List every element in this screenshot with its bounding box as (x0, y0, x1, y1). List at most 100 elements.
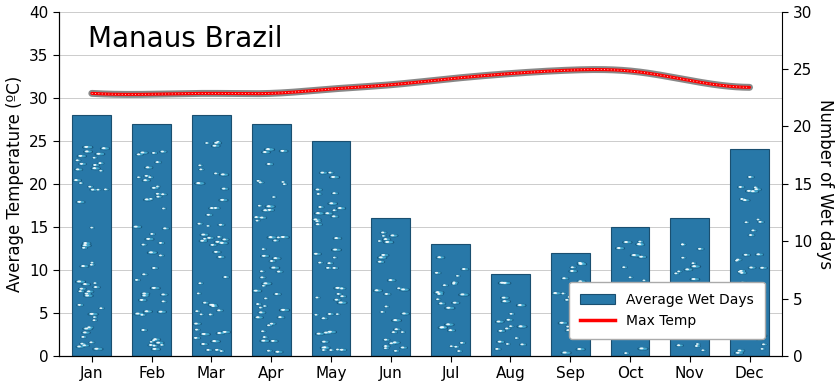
Ellipse shape (434, 272, 441, 274)
Ellipse shape (209, 207, 217, 209)
Ellipse shape (223, 239, 228, 240)
Ellipse shape (144, 199, 151, 200)
Ellipse shape (736, 352, 743, 354)
Ellipse shape (339, 288, 345, 289)
Ellipse shape (161, 301, 166, 302)
Ellipse shape (159, 243, 165, 244)
Ellipse shape (518, 326, 526, 327)
Ellipse shape (199, 169, 204, 170)
Ellipse shape (749, 235, 754, 236)
Ellipse shape (745, 222, 748, 223)
Ellipse shape (260, 340, 270, 342)
Ellipse shape (500, 282, 507, 284)
Ellipse shape (515, 338, 519, 339)
Ellipse shape (156, 196, 161, 197)
Ellipse shape (219, 242, 227, 244)
Ellipse shape (438, 303, 445, 305)
Ellipse shape (267, 209, 273, 211)
Ellipse shape (509, 326, 513, 327)
Ellipse shape (141, 293, 150, 295)
Ellipse shape (733, 337, 743, 339)
Ellipse shape (201, 234, 207, 235)
Ellipse shape (83, 146, 92, 148)
Ellipse shape (214, 173, 218, 174)
Ellipse shape (439, 327, 446, 328)
Ellipse shape (198, 165, 202, 166)
Ellipse shape (738, 271, 745, 272)
Ellipse shape (152, 152, 156, 154)
Ellipse shape (520, 344, 526, 345)
Ellipse shape (331, 216, 339, 217)
Ellipse shape (740, 199, 745, 200)
Ellipse shape (737, 350, 744, 351)
Ellipse shape (624, 353, 629, 354)
Ellipse shape (272, 267, 275, 268)
Ellipse shape (219, 199, 228, 201)
Ellipse shape (612, 329, 622, 330)
Ellipse shape (150, 287, 160, 289)
Ellipse shape (564, 300, 570, 301)
Ellipse shape (758, 221, 764, 223)
Ellipse shape (265, 283, 266, 284)
Ellipse shape (692, 263, 696, 264)
Ellipse shape (617, 248, 623, 249)
Ellipse shape (748, 267, 756, 269)
Ellipse shape (195, 182, 205, 185)
Ellipse shape (145, 167, 152, 168)
Ellipse shape (144, 180, 150, 181)
Bar (371, 218, 410, 356)
Ellipse shape (340, 296, 345, 297)
Ellipse shape (76, 346, 84, 348)
Ellipse shape (274, 240, 278, 241)
Ellipse shape (674, 273, 680, 274)
Ellipse shape (559, 322, 567, 324)
Ellipse shape (136, 313, 139, 314)
Ellipse shape (259, 182, 264, 183)
Ellipse shape (159, 311, 165, 313)
Ellipse shape (757, 219, 760, 220)
Ellipse shape (258, 205, 262, 206)
Ellipse shape (315, 297, 320, 298)
Ellipse shape (327, 263, 333, 264)
Ellipse shape (255, 317, 263, 319)
Ellipse shape (759, 267, 767, 269)
Ellipse shape (319, 172, 328, 174)
Ellipse shape (82, 345, 88, 346)
Ellipse shape (262, 283, 271, 285)
Ellipse shape (99, 308, 104, 309)
Ellipse shape (339, 349, 347, 351)
Ellipse shape (751, 191, 758, 192)
Ellipse shape (212, 341, 219, 342)
Ellipse shape (76, 281, 86, 283)
Ellipse shape (84, 293, 91, 295)
Ellipse shape (87, 291, 92, 292)
Ellipse shape (85, 328, 87, 329)
Ellipse shape (752, 301, 757, 302)
Ellipse shape (638, 256, 647, 258)
Ellipse shape (322, 347, 329, 349)
Ellipse shape (221, 174, 228, 175)
Ellipse shape (218, 236, 222, 238)
Ellipse shape (268, 236, 276, 238)
Ellipse shape (442, 327, 445, 328)
Ellipse shape (148, 177, 153, 178)
Ellipse shape (738, 187, 744, 188)
Ellipse shape (337, 294, 341, 295)
Ellipse shape (140, 314, 145, 316)
Ellipse shape (194, 323, 200, 324)
Ellipse shape (675, 273, 679, 274)
Ellipse shape (381, 312, 385, 313)
Ellipse shape (335, 287, 343, 289)
Ellipse shape (440, 327, 444, 328)
Ellipse shape (160, 194, 167, 195)
Ellipse shape (92, 168, 99, 169)
Ellipse shape (681, 257, 685, 258)
Ellipse shape (270, 267, 280, 269)
Ellipse shape (220, 174, 228, 176)
Ellipse shape (613, 329, 621, 330)
Ellipse shape (200, 240, 207, 241)
Ellipse shape (328, 331, 335, 333)
Ellipse shape (578, 281, 585, 282)
Ellipse shape (267, 325, 271, 326)
Ellipse shape (83, 332, 89, 333)
